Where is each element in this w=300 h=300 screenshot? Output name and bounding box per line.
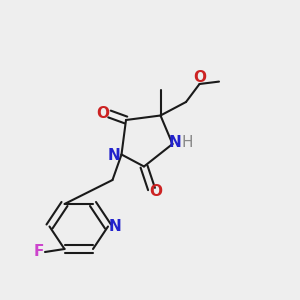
Text: N: N	[108, 219, 121, 234]
Text: O: O	[96, 106, 110, 122]
Text: N: N	[169, 135, 181, 150]
Text: F: F	[33, 244, 43, 260]
Text: N: N	[108, 148, 120, 164]
Text: O: O	[149, 184, 163, 199]
Text: H: H	[181, 135, 193, 150]
Text: O: O	[193, 70, 206, 85]
